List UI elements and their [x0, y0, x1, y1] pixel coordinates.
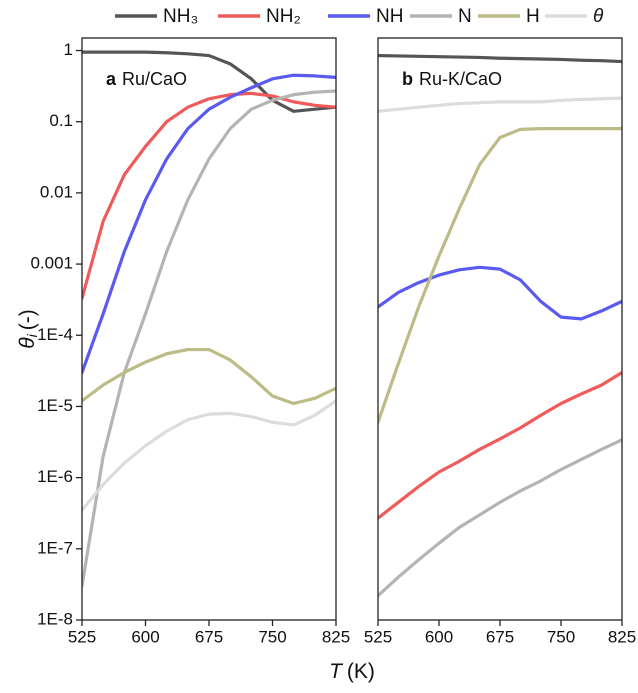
x-tick-label: 825 [608, 627, 636, 646]
y-tick-label: 1E-5 [37, 396, 73, 415]
plot-frame [81, 37, 337, 621]
panel-title: a Ru/CaO [106, 69, 187, 89]
series-line [82, 89, 336, 588]
legend-label: N [458, 6, 472, 27]
legend-label: NH₃ [163, 6, 198, 27]
y-tick-label: 1E-7 [37, 538, 73, 557]
x-tick-label: 525 [68, 627, 96, 646]
y-label-symbol: θ [16, 337, 39, 349]
y-tick-label: 1E-8 [37, 609, 73, 628]
legend-label: NH₂ [266, 6, 301, 27]
series-line [82, 399, 336, 512]
x-tick-label: 600 [425, 627, 453, 646]
panel-letter: a [106, 69, 117, 89]
legend-label: H [526, 6, 540, 27]
series-line [378, 53, 622, 64]
x-tick-label: 825 [322, 627, 350, 646]
series-line [378, 265, 622, 321]
y-tick-label: 1E-4 [37, 325, 73, 344]
series-line [82, 50, 336, 113]
series-line [82, 91, 336, 300]
series-line [82, 73, 336, 375]
panel: 525 600 675 750 825 b Ru-K/CaO [364, 37, 636, 646]
series-line [378, 370, 622, 520]
y-tick-label: 0.001 [30, 254, 73, 273]
y-tick-label: 0.01 [40, 182, 73, 201]
x-tick-label: 600 [131, 627, 159, 646]
y-label-subscript: i [24, 333, 40, 337]
panel-name: Ru-K/CaO [419, 69, 502, 89]
x-tick-label: 675 [195, 627, 223, 646]
series-line [378, 438, 622, 598]
x-tick-label: 525 [364, 627, 392, 646]
plot-frame [377, 37, 623, 621]
y-axis-label: θi (-) [16, 309, 40, 349]
x-axis-label: T (K) [329, 660, 375, 683]
legend-label: θ [593, 6, 604, 27]
y-tick-label: 1 [64, 40, 73, 59]
x-tick-label: 675 [486, 627, 514, 646]
series-line [378, 127, 622, 424]
y-label-unit: (-) [16, 309, 39, 330]
x-tick-label: 750 [258, 627, 286, 646]
y-tick-label: 1E-6 [37, 467, 73, 486]
x-label-unit: (K) [347, 660, 375, 683]
legend-label: NH [376, 6, 403, 27]
x-tick-label: 750 [547, 627, 575, 646]
series-line [82, 347, 336, 406]
x-label-symbol: T [329, 660, 344, 683]
panel-letter: b [402, 69, 413, 89]
panel-name: Ru/CaO [122, 69, 187, 89]
panel-title: b Ru-K/CaO [402, 69, 502, 89]
y-tick-label: 0.1 [49, 111, 73, 130]
series-line [378, 96, 622, 113]
